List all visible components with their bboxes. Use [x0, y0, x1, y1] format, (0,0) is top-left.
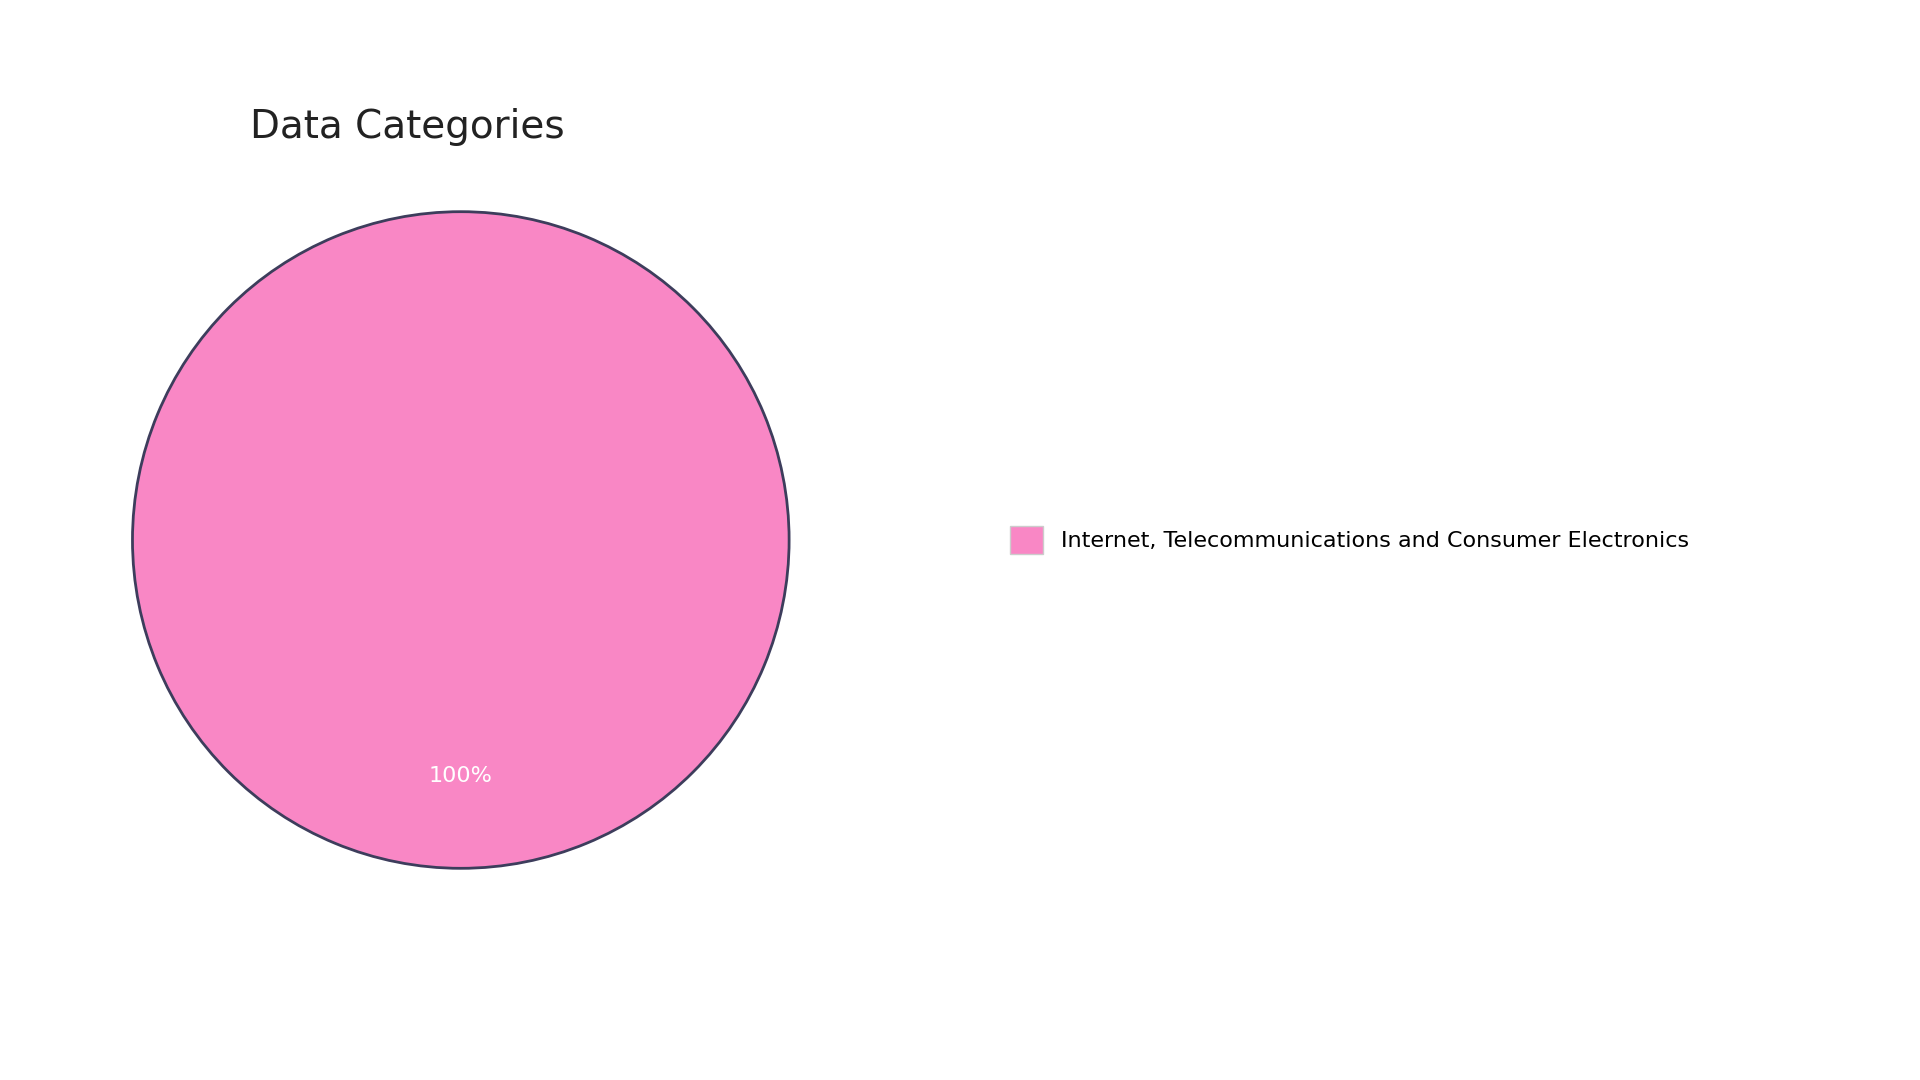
Wedge shape	[132, 212, 789, 868]
Legend: Internet, Telecommunications and Consumer Electronics: Internet, Telecommunications and Consume…	[1010, 526, 1690, 554]
Text: Data Categories: Data Categories	[250, 108, 564, 146]
Text: 100%: 100%	[428, 767, 493, 786]
